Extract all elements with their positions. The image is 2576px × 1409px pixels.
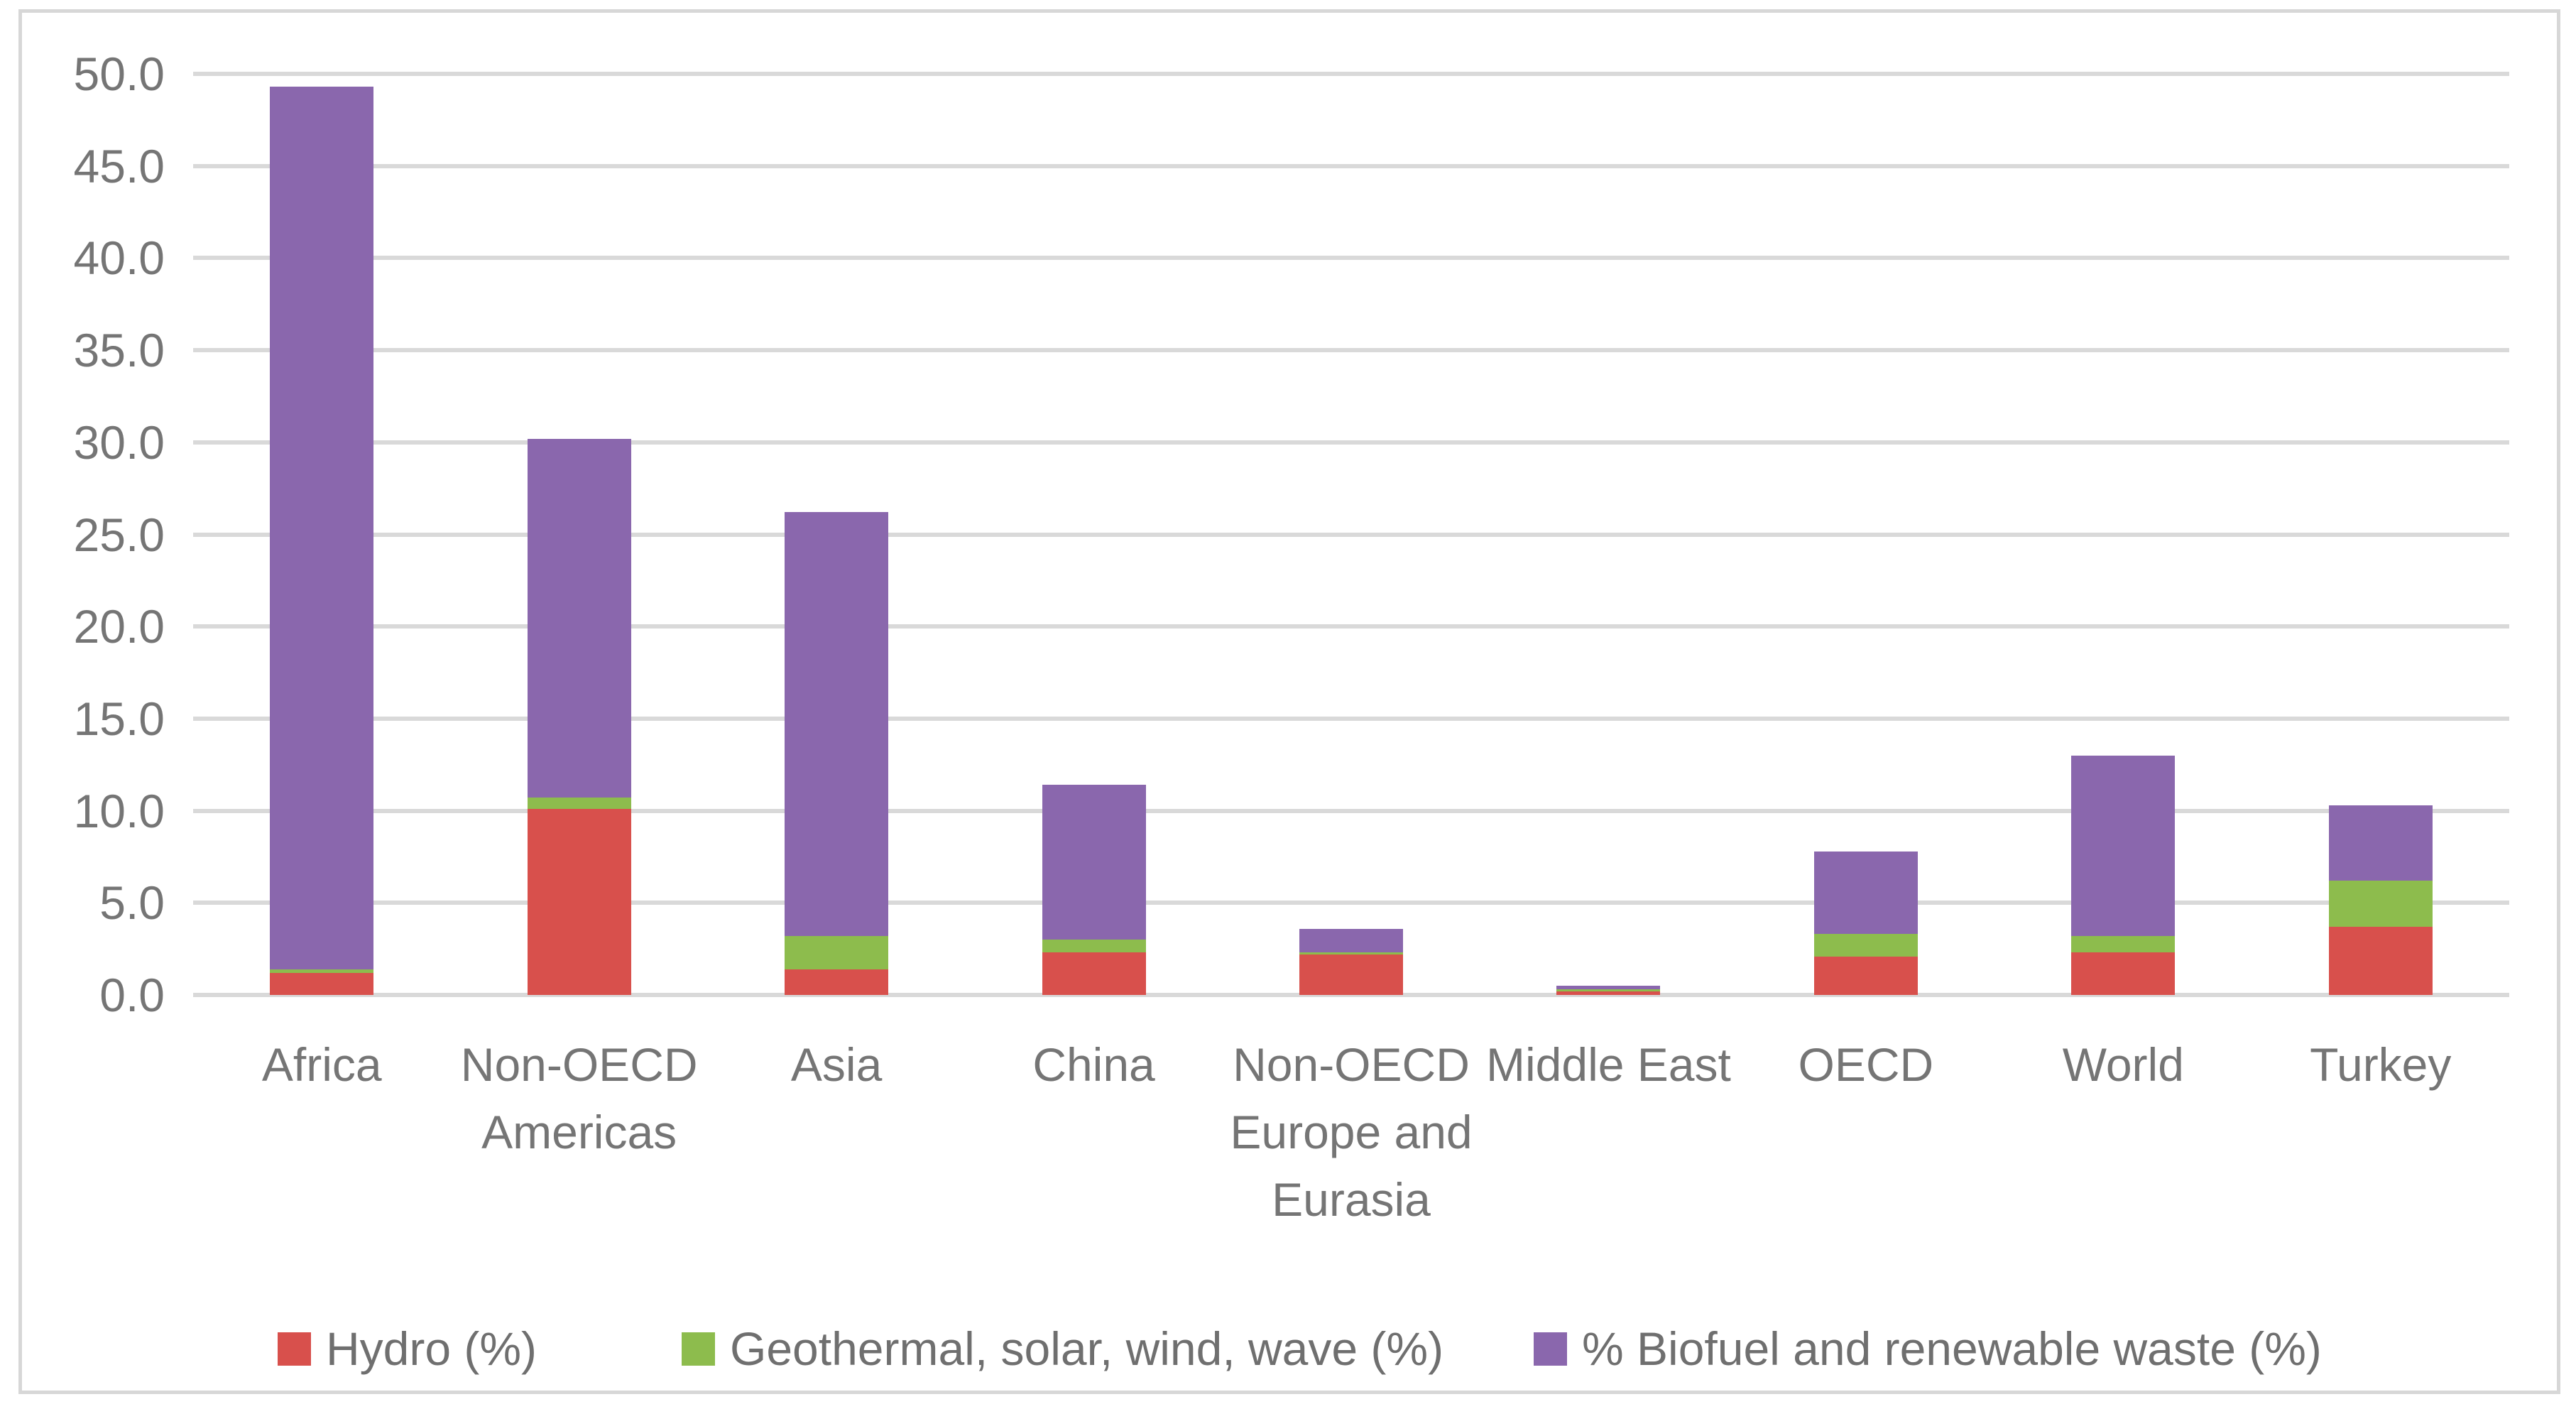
x-axis-category-label: OECD [1798, 1038, 1934, 1091]
bar-segment-biofuel-renewable-waste [1042, 785, 1146, 940]
bar-segment-biofuel-renewable-waste [1299, 928, 1403, 953]
legend-label: Hydro (%) [326, 1322, 537, 1375]
bar-segment-geothermal-solar-wind-wave [1042, 940, 1146, 953]
gridline [193, 440, 2509, 445]
y-axis-tick-label: 50.0 [73, 48, 165, 100]
y-axis-tick-label: 25.0 [73, 508, 165, 561]
x-axis-category-label: Non-OECD Americas [460, 1038, 698, 1158]
bar-segment-geothermal-solar-wind-wave [1813, 934, 1918, 957]
x-axis-category-label: World [2062, 1038, 2184, 1091]
bar-segment-hydro [1299, 954, 1403, 995]
bar-segment-geothermal-solar-wind-wave [1299, 952, 1403, 954]
legend-swatch-icon [682, 1332, 715, 1366]
gridline [193, 624, 2509, 629]
gridline [193, 993, 2509, 997]
bar-segment-biofuel-renewable-waste [527, 438, 631, 798]
bar-segment-hydro [1556, 991, 1661, 995]
gridline [193, 256, 2509, 261]
bar-segment-geothermal-solar-wind-wave [270, 969, 374, 973]
bar-segment-geothermal-solar-wind-wave [2071, 935, 2176, 953]
legend-swatch-icon [1534, 1332, 1567, 1366]
x-axis-category-label: Middle East [1486, 1038, 1731, 1091]
y-axis-tick-label: 30.0 [73, 415, 165, 469]
legend-label: % Biofuel and renewable waste (%) [1582, 1322, 2322, 1375]
gridline [193, 532, 2509, 537]
gridline [193, 808, 2509, 813]
bar-segment-hydro [1813, 956, 1918, 995]
chart-border [18, 9, 2560, 1394]
y-axis-tick-label: 45.0 [73, 139, 165, 192]
legend-label: Geothermal, solar, wind, wave (%) [730, 1322, 1444, 1375]
bar-segment-biofuel-renewable-waste [785, 512, 889, 936]
bar-segment-hydro [527, 809, 631, 995]
x-axis-category-label: Turkey [2310, 1038, 2452, 1091]
bar-segment-biofuel-renewable-waste [1813, 851, 1918, 935]
legend-swatch-icon [278, 1332, 311, 1366]
y-axis-tick-label: 15.0 [73, 692, 165, 745]
bar-segment-biofuel-renewable-waste [2328, 805, 2433, 881]
x-axis-category-label: Africa [261, 1038, 382, 1091]
gridline [193, 348, 2509, 353]
gridline [193, 72, 2509, 76]
gridline [193, 901, 2509, 905]
bar-segment-geothermal-solar-wind-wave [1556, 989, 1661, 991]
y-axis-tick-label: 40.0 [73, 232, 165, 285]
bar-segment-geothermal-solar-wind-wave [785, 935, 889, 969]
x-axis-category-label: Asia [790, 1038, 883, 1091]
bar-segment-biofuel-renewable-waste [270, 87, 374, 969]
bar-segment-biofuel-renewable-waste [1556, 986, 1661, 990]
gridline [193, 163, 2509, 168]
y-axis-tick-label: 10.0 [73, 784, 165, 837]
y-axis-tick-label: 20.0 [73, 600, 165, 653]
bar-segment-biofuel-renewable-waste [2071, 755, 2176, 936]
y-axis-tick-label: 0.0 [99, 969, 165, 1021]
legend-item: Geothermal, solar, wind, wave (%) [682, 1314, 1443, 1383]
legend-item: Hydro (%) [278, 1314, 537, 1383]
bar-segment-hydro [2328, 927, 2433, 995]
bar-segment-hydro [1042, 952, 1146, 995]
y-axis-tick-label: 5.0 [99, 876, 165, 930]
bar-segment-hydro [2071, 952, 2176, 995]
x-axis-category-label: Non-OECD Europe and Eurasia [1230, 1038, 1473, 1226]
bar-segment-hydro [785, 969, 889, 995]
gridline [193, 716, 2509, 721]
bar-segment-geothermal-solar-wind-wave [2328, 881, 2433, 927]
bar-segment-geothermal-solar-wind-wave [527, 798, 631, 809]
legend-item: % Biofuel and renewable waste (%) [1534, 1314, 2322, 1383]
bar-segment-hydro [270, 972, 374, 995]
y-axis-tick-label: 35.0 [73, 324, 165, 377]
x-axis-category-label: China [1032, 1038, 1155, 1091]
